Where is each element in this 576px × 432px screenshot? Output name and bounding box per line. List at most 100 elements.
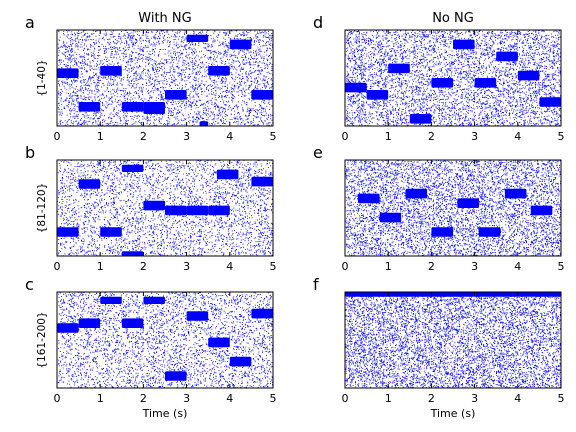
spike [81,41,83,43]
spike [187,57,188,59]
spike [208,35,209,37]
spike [143,246,145,248]
spike [127,76,129,78]
spike [141,84,143,86]
spike [173,80,175,82]
spike [248,112,250,114]
spike [192,249,194,251]
spike [117,93,119,95]
spike [116,96,118,98]
spike [209,84,211,85]
spike [86,251,88,253]
spike [183,69,185,71]
spike [258,123,259,125]
spike [238,245,240,247]
spike [242,109,244,111]
spike [81,250,83,252]
spike [212,111,214,113]
spike [110,63,112,65]
spike [165,79,167,81]
spike [268,43,270,45]
spike [190,105,192,107]
spike [155,61,157,63]
spike [134,44,136,46]
spike [206,49,208,51]
spike [263,85,265,87]
spike [267,68,269,70]
spike [242,88,244,90]
spike [135,71,137,73]
spike [76,32,78,34]
spike [174,35,176,37]
spike [58,64,60,66]
spike [126,31,128,33]
spike [207,117,209,119]
spike [163,250,164,252]
spike [119,103,121,105]
spike [192,44,193,46]
spike [154,83,156,85]
spike [112,61,113,63]
spike [221,42,223,44]
spike [230,88,232,90]
spike [71,54,73,56]
spike [100,116,101,118]
spike [109,78,111,80]
spike [58,90,60,92]
spike [74,117,76,119]
spike [198,117,200,119]
spike [123,33,125,35]
spike [185,60,187,62]
spike [157,67,158,69]
spike [232,108,234,110]
spike [130,80,132,82]
spike [209,50,211,52]
spike [211,118,213,120]
spike [262,231,264,233]
spike [132,52,133,54]
spike [174,79,176,81]
spike [218,115,219,116]
spike [163,35,165,37]
spike [253,99,255,101]
spike [156,30,158,32]
spike [261,69,263,71]
spike [235,85,237,87]
spike [166,62,167,64]
spike [135,93,137,95]
spike [170,55,172,57]
spike [263,44,265,46]
spike [110,31,112,33]
spike [116,84,118,86]
spike [258,233,260,235]
spike [186,48,187,50]
spike [148,113,150,115]
spike [245,57,247,59]
spike [68,65,69,67]
spike [269,242,271,244]
spike [95,72,97,74]
spike [175,238,177,240]
spike [65,241,67,243]
spike [192,61,193,63]
spike [254,88,255,90]
spike [77,30,79,32]
spike [136,40,138,42]
spike [77,38,78,40]
spike [163,86,164,88]
spike [137,238,139,240]
spike [147,69,149,71]
spike [255,35,257,37]
spike [137,243,139,245]
spike [140,37,142,38]
spike [161,33,163,35]
spike [115,239,117,241]
spike [105,32,107,34]
spike [110,242,112,244]
spike [258,249,260,251]
spike [265,110,266,112]
spike [101,109,103,111]
spike [193,247,194,249]
spike [57,43,59,45]
spike [204,108,206,110]
